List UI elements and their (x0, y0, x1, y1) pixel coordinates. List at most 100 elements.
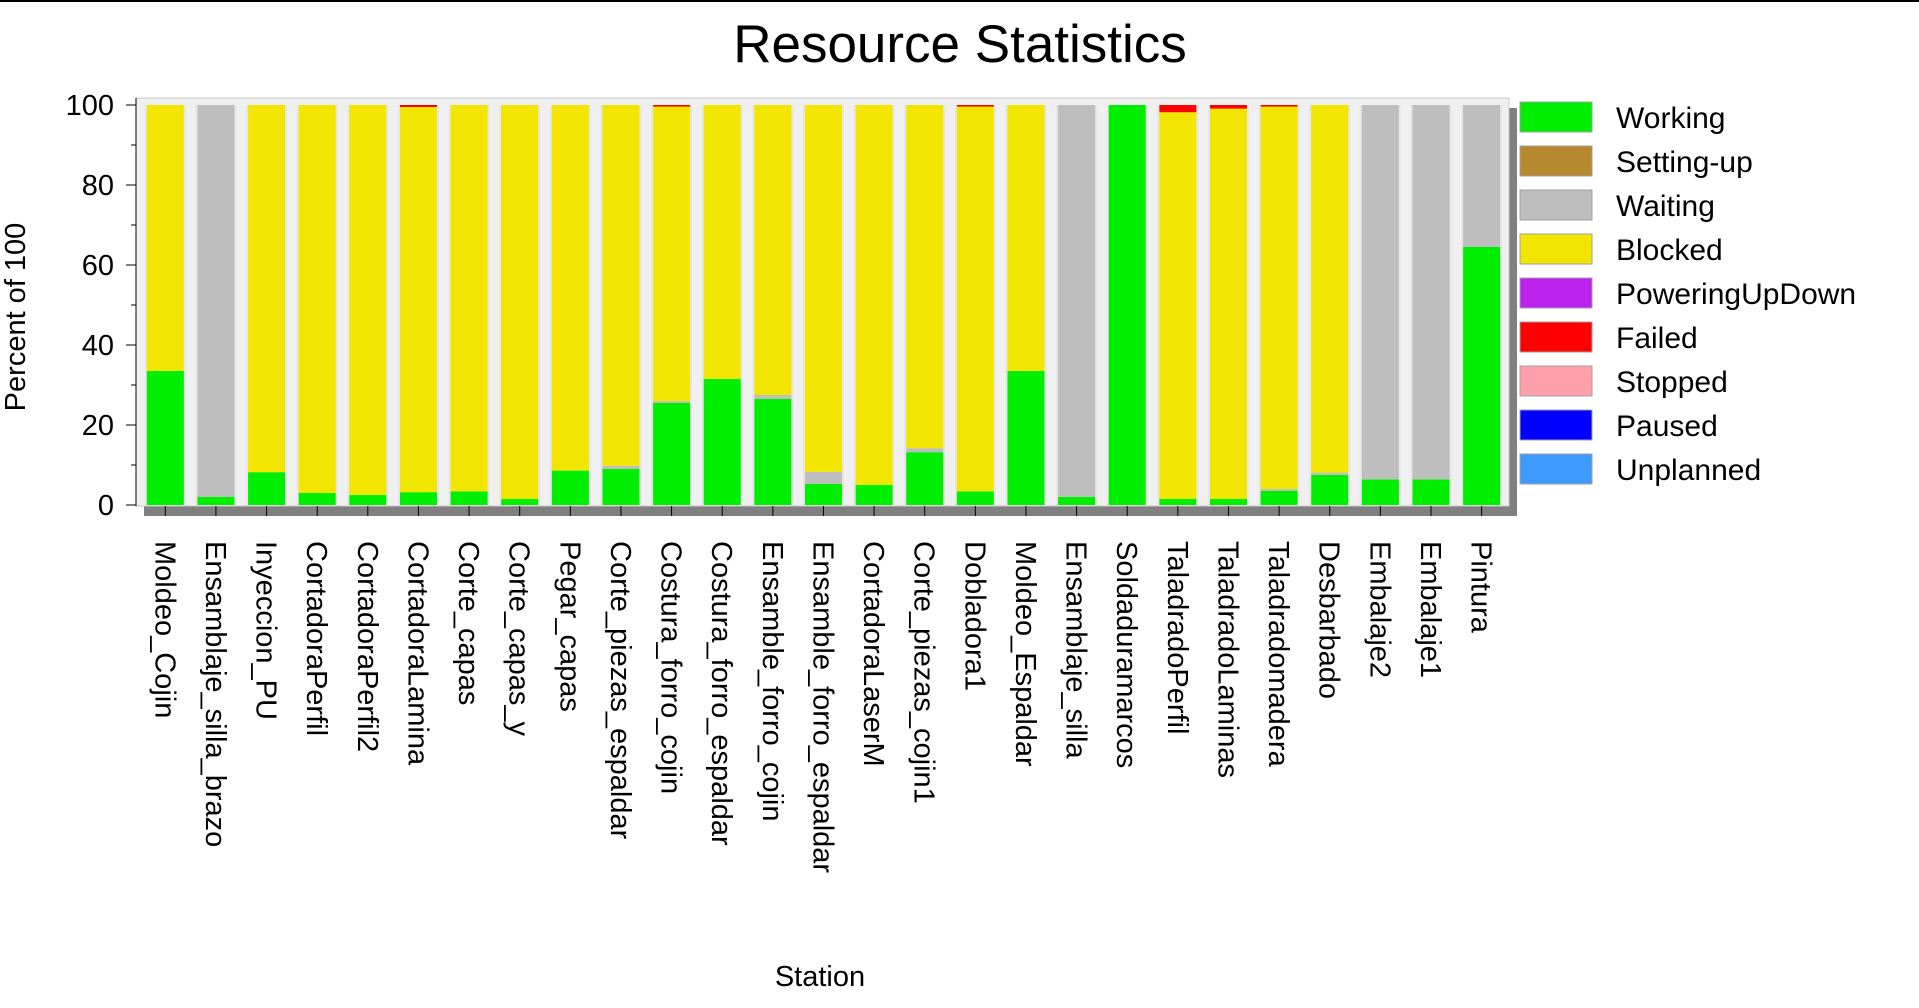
x-category-label: Costura_forro_espaldar (705, 541, 737, 846)
bar-segment-blocked (653, 106, 691, 401)
legend-label-paused: Paused (1616, 410, 1718, 443)
x-category-label: CortadoraLamina (401, 541, 433, 766)
bar-segment-working (1108, 105, 1146, 505)
bar-segment-blocked (1159, 112, 1197, 499)
bar-segment-waiting (1463, 105, 1501, 247)
x-category-label: CortadoraPerfil (300, 541, 332, 736)
x-category-label: Embalaje2 (1363, 541, 1395, 678)
x-category-label: Dobladora1 (958, 541, 990, 691)
x-category-label: Ensamblaje_silla_brazo (199, 541, 231, 847)
x-category-label: Desbarbado (1313, 541, 1345, 699)
bar-segment-waiting (602, 465, 640, 469)
bar-segment-waiting (1412, 105, 1450, 480)
bar-segment-blocked (146, 105, 184, 371)
x-category-label: Costura_forro_cojin (655, 541, 687, 794)
legend-swatch-unplanned (1519, 453, 1593, 485)
bar-segment-working (450, 491, 488, 505)
legend-label-setting-up: Setting-up (1616, 146, 1753, 179)
x-category-label: Moldeo_Cojin (148, 541, 180, 718)
bar-segment-blocked (855, 105, 893, 485)
y-tick-label: 80 (82, 170, 114, 202)
bar-segment-working (804, 483, 842, 505)
legend-swatch-waiting (1519, 189, 1593, 221)
bar-segment-failed (399, 105, 437, 107)
bar-segment-blocked (703, 105, 741, 379)
top-border-line (0, 0, 1919, 2)
bar-segment-working (1159, 499, 1197, 505)
legend-swatch-blocked (1519, 233, 1593, 265)
x-category-label: Pegar_capas (553, 541, 585, 712)
bar-segment-working (551, 470, 589, 505)
bar-segment-blocked (602, 105, 640, 466)
bar-segment-waiting (197, 105, 235, 497)
x-category-label: Corte_capas_y (503, 541, 535, 737)
legend: Working Setting-up Waiting Blocked PoweringU… (1519, 101, 1856, 487)
bar-segment-blocked (1260, 106, 1298, 489)
bar-segment-blocked (501, 105, 539, 499)
y-axis-title: Percent of 100 (0, 223, 32, 412)
bar-segment-working (906, 452, 944, 505)
legend-swatch-paused (1519, 409, 1593, 441)
legend-swatch-setting-up (1519, 145, 1593, 177)
legend-swatch-working (1519, 101, 1593, 133)
bar-segment-working (956, 491, 994, 505)
bar-segment-waiting (906, 448, 944, 453)
x-axis-title: Station (775, 961, 865, 993)
x-category-label: Corte_piezas_espaldar (604, 541, 636, 840)
bar-segment-blocked (349, 105, 387, 495)
bar-segment-working (197, 497, 235, 505)
bar-segment-working (1058, 497, 1096, 505)
bar-segment-blocked (1311, 105, 1349, 473)
bar-segment-blocked (1209, 108, 1247, 499)
legend-swatch-failed (1519, 321, 1593, 353)
legend-label-stopped: Stopped (1616, 366, 1728, 399)
x-category-label: Taladradomadera (1262, 541, 1294, 768)
bar-segment-working (1463, 247, 1501, 505)
bar-segment-working (399, 492, 437, 505)
legend-label-unplanned: Unplanned (1616, 454, 1761, 487)
x-category-label: TaladradoPerfil (1161, 541, 1193, 734)
legend-label-blocked: Blocked (1616, 234, 1723, 267)
bar-segment-working (602, 469, 640, 505)
bar-segment-failed (956, 105, 994, 107)
x-category-label: Corte_capas (452, 541, 484, 705)
x-category-label: Pintura (1465, 541, 1497, 634)
bar-segment-working (248, 472, 286, 505)
bar-segment-blocked (1007, 105, 1045, 371)
bar-segment-failed (1260, 105, 1298, 107)
x-category-label: Moldeo_Espaldar (1009, 541, 1041, 767)
bar-segment-blocked (248, 105, 286, 473)
x-category-label: Corte_piezas_cojin1 (908, 541, 940, 804)
legend-swatch-stopped (1519, 365, 1593, 397)
bar-segment-working (1311, 475, 1349, 505)
bar-segment-waiting (1058, 105, 1096, 497)
x-labels-group: Moldeo_Cojin Ensamblaje_silla_brazo Inyecc… (148, 506, 1497, 873)
legend-label-poweringupdown: PoweringUpDown (1616, 278, 1856, 311)
bar-segment-waiting (653, 401, 691, 403)
y-tick-label: 0 (98, 490, 114, 522)
bar-segment-waiting (1260, 489, 1298, 491)
x-category-label: Embalaje1 (1414, 541, 1446, 678)
y-ticks-group: 0 20 40 60 80 100 (66, 90, 136, 522)
bar-segment-working (1209, 499, 1247, 505)
bar-segment-working (146, 371, 184, 505)
bars-group (144, 105, 1503, 505)
bar-segment-failed (1209, 105, 1247, 109)
bar-segment-blocked (754, 105, 792, 395)
legend-swatch-poweringupdown (1519, 277, 1593, 309)
bar-segment-waiting (1311, 472, 1349, 475)
bar-segment-blocked (804, 105, 842, 472)
y-tick-label: 100 (66, 90, 114, 122)
x-category-label: Ensamble_forro_cojin (756, 541, 788, 821)
bar-segment-working (1412, 479, 1450, 505)
x-category-label: CortadoraLaserM (857, 541, 889, 767)
chart-title: Resource Statistics (733, 15, 1187, 74)
x-category-label: Soldaduramarcos (1110, 541, 1142, 768)
y-tick-label: 40 (82, 330, 114, 362)
bar-segment-blocked (956, 106, 994, 492)
x-category-label: TaladradoLaminas (1211, 541, 1243, 778)
bar-segment-working (501, 499, 539, 505)
bar-segment-failed (1159, 105, 1197, 113)
bar-segment-working (1007, 371, 1045, 505)
